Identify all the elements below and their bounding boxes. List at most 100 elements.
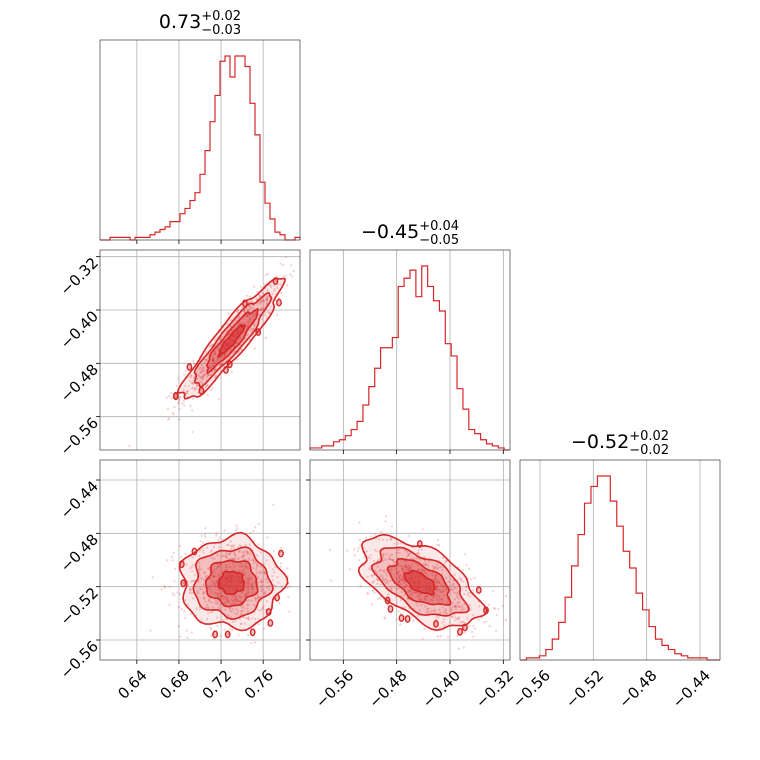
scatter-panel-3-point-647	[408, 590, 411, 593]
scatter-panel-2-point-436	[246, 580, 249, 583]
scatter-panel-3-point-408	[444, 608, 447, 611]
scatter-panel-2-point-304	[173, 594, 176, 597]
scatter-panel-2-point-549	[184, 599, 187, 602]
scatter-panel-1-island-3	[241, 299, 248, 308]
scatter-panel-1-point-130	[191, 379, 194, 382]
scatter-panel-2-point-694	[244, 544, 247, 547]
scatter-panel-3-point-640	[445, 612, 449, 615]
scatter-panel-3-point-362	[382, 538, 385, 541]
scatter-panel-3-point-94	[422, 569, 425, 572]
scatter-panel-3-point-398	[415, 557, 419, 560]
scatter-panel-1-point-667	[292, 270, 295, 273]
scatter-panel-2-point-378	[235, 595, 238, 598]
scatter-panel-2-point-548	[217, 577, 220, 580]
scatter-panel-1-point-151	[190, 387, 193, 390]
scatter-panel-2-point-629	[265, 586, 268, 589]
scatter-panel-1-point-72	[264, 311, 267, 314]
scatter-panel-1-point-592	[243, 322, 246, 325]
scatter-panel-3-point-152	[396, 542, 399, 545]
scatter-panel-2-point-125	[252, 567, 255, 570]
scatter-panel-2-point-168	[259, 590, 262, 593]
scatter-panel-3-island-0	[457, 627, 463, 636]
scatter-panel-1-point-252	[260, 318, 263, 321]
scatter-panel-3-point-680	[422, 569, 426, 572]
scatter-panel-1-point-502	[251, 314, 254, 318]
scatter-panel-1-point-643	[170, 396, 173, 400]
scatter-panel-1-point-61	[237, 351, 240, 354]
scatter-panel-2-point-590	[243, 568, 246, 571]
scatter-panel-1-point-358	[251, 315, 255, 318]
scatter-panel-1-point-585	[245, 321, 248, 324]
scatter-panel-1-point-345	[189, 376, 192, 379]
scatter-panel-1-point-357	[192, 363, 196, 366]
scatter-panel-1-point-481	[207, 373, 210, 377]
scatter-panel-1-point-625	[274, 303, 277, 306]
scatter-panel-1-point-627	[286, 284, 289, 287]
scatter-panel-2-point-592	[202, 591, 205, 595]
scatter-panel-1-point-387	[238, 322, 241, 325]
scatter-panel-2-point-348	[206, 603, 209, 606]
hist-panel-1-title-minus: −0.03	[201, 23, 241, 38]
scatter-panel-3-point-513	[390, 588, 393, 591]
scatter-panel-1-point-126	[261, 308, 265, 311]
scatter-panel-2-point-615	[211, 580, 214, 583]
scatter-panel-3-point-315	[416, 563, 420, 566]
scatter-panel-3-point-143	[440, 591, 443, 594]
scatter-panel-2-point-247	[252, 559, 255, 562]
scatter-panel-3-point-508	[464, 586, 468, 589]
scatter-panel-3-point-104	[392, 558, 395, 562]
scatter-panel-2-point-164	[286, 567, 289, 570]
scatter-panel-2-point-299	[209, 550, 213, 553]
scatter-panel-3-point-69	[427, 595, 430, 598]
scatter-panel-2-point-568	[182, 581, 185, 585]
scatter-panel-2-point-249	[184, 617, 187, 620]
scatter-panel-2-point-452	[215, 579, 218, 582]
scatter-panel-1-point-276	[200, 380, 203, 383]
scatter-panel-2-point-487	[226, 599, 229, 603]
scatter-panel-1-point-272	[251, 318, 254, 321]
scatter-panel-3-point-435	[359, 544, 362, 547]
scatter-panel-3-point-409	[451, 606, 454, 609]
scatter-panel-1-point-45	[227, 322, 230, 325]
scatter-panel-3-point-57	[493, 607, 496, 610]
scatter-panel-3-point-330	[471, 614, 474, 617]
scatter-panel-1-point-86	[203, 361, 206, 364]
scatter-panel-3-point-527	[387, 563, 390, 566]
scatter-panel-2-point-652	[247, 574, 251, 577]
scatter-panel-3-point-418	[417, 569, 420, 572]
scatter-panel-2-point-139	[244, 594, 247, 597]
scatter-panel-1-point-299	[249, 318, 252, 321]
scatter-panel-3-point-62	[372, 574, 375, 577]
scatter-panel-2-point-29	[217, 539, 220, 542]
scatter-panel-2-point-454	[216, 593, 219, 597]
scatter-panel-2-point-583	[241, 564, 244, 567]
scatter-panel-1-point-318	[196, 385, 199, 388]
scatter-panel-2-point-52	[261, 580, 264, 583]
scatter-panel-2-point-75	[272, 579, 275, 582]
scatter-panel-3-point-621	[385, 553, 388, 556]
scatter-panel-1-point-428	[178, 398, 181, 401]
scatter-panel-1-point-653	[240, 348, 243, 351]
hist-panel-3-title-median: −0.52	[571, 431, 629, 453]
scatter-panel-2-point-692	[257, 609, 260, 612]
scatter-panel-3-point-171	[439, 590, 442, 593]
scatter-panel-1-point-118	[245, 314, 248, 317]
scatter-panel-3-point-97	[407, 535, 410, 538]
scatter-panel-3-point-2	[444, 588, 447, 591]
hist-panel-3-title-minus: −0.02	[629, 443, 669, 458]
scatter-panel-3-point-598	[403, 606, 407, 609]
scatter-panel-2-point-43	[234, 555, 237, 558]
scatter-panel-2-point-621	[229, 540, 232, 543]
scatter-panel-1-point-554	[210, 355, 213, 358]
scatter-panel-2-point-526	[223, 628, 226, 631]
scatter-panel-2-point-25	[238, 618, 242, 621]
scatter-panel-3-point-64	[346, 549, 349, 552]
scatter-panel-3-point-85	[436, 584, 439, 588]
scatter-panel-2-point-21	[209, 589, 212, 592]
scatter-panel-1-point-215	[191, 409, 194, 412]
scatter-panel-3-point-451	[405, 565, 408, 568]
scatter-panel-2-point-170	[217, 573, 221, 576]
scatter-panel-2-point-343	[230, 610, 233, 613]
scatter-panel-3-point-67	[411, 591, 414, 594]
scatter-panel-1-point-564	[223, 355, 226, 358]
